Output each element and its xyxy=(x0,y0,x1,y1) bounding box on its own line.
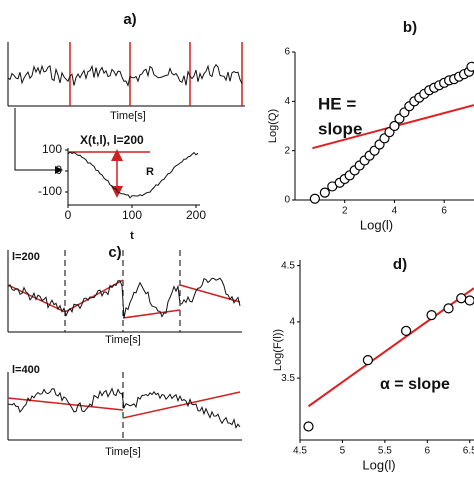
x-tick-label: 5.5 xyxy=(378,446,392,457)
point xyxy=(309,193,320,204)
y-label: Log(F(l)) xyxy=(272,329,284,371)
y-label: Log(Q) xyxy=(267,109,279,143)
x-label: Log(l) xyxy=(362,457,395,472)
signal xyxy=(7,63,243,87)
point xyxy=(362,355,374,366)
y-tick-label: -100 xyxy=(38,184,62,198)
y-tick-label: 4 xyxy=(289,317,295,328)
inset-title: X(t,l), l=200 xyxy=(80,133,144,147)
point xyxy=(426,310,437,321)
point xyxy=(400,325,412,336)
x-label: Time[s] xyxy=(110,110,146,122)
axes xyxy=(7,250,242,441)
x-tick-label: 6.5 xyxy=(463,446,474,457)
signal xyxy=(8,387,241,429)
sub-title: l=400 xyxy=(12,364,40,376)
sub-title: l=200 xyxy=(12,251,40,263)
x-tick-label: 200 xyxy=(186,208,206,222)
point xyxy=(303,421,314,432)
x-tick-label: 0 xyxy=(65,208,72,222)
panel-c: c) l=200 l=400 Time[s] Time[s] xyxy=(7,244,242,458)
annotation: HE = xyxy=(318,94,356,113)
y-tick-label: 100 xyxy=(42,142,62,156)
x-tick-label: 100 xyxy=(122,208,142,222)
y-tick-label: 0 xyxy=(55,163,62,177)
x-tick-label: 6 xyxy=(441,206,447,217)
x-label: Log(l) xyxy=(360,217,393,232)
point xyxy=(443,303,454,314)
panel-label: c) xyxy=(108,244,121,261)
x-label: Time[s] xyxy=(105,334,141,346)
panel-label: d) xyxy=(393,256,407,273)
x-tick-label: 4 xyxy=(392,206,398,217)
point xyxy=(466,61,474,72)
signal xyxy=(7,277,241,319)
point xyxy=(389,120,400,132)
y-tick-label: 3.5 xyxy=(281,373,295,384)
panel-label: a) xyxy=(123,11,136,28)
x-label: Time[s] xyxy=(105,446,141,458)
x-tick-label: 2 xyxy=(342,206,348,217)
x-tick-label: 6 xyxy=(425,446,431,457)
range-label: R xyxy=(146,166,154,178)
y-tick-label: 6 xyxy=(284,47,290,58)
signal xyxy=(67,151,199,199)
window-lines xyxy=(69,42,243,106)
x-tick-label: 4.5 xyxy=(293,446,307,457)
x-tick-label: 5 xyxy=(340,446,346,457)
arrow xyxy=(14,108,63,174)
annotation: slope xyxy=(318,119,362,138)
window-lines xyxy=(64,250,181,440)
panel-label: b) xyxy=(403,19,417,36)
panel-a: a) Time[s] X(t,l), l=200 R t xyxy=(7,11,245,242)
fit-segments xyxy=(7,279,241,419)
y-tick-label: 4.5 xyxy=(281,260,295,271)
y-tick-label: 4 xyxy=(284,96,290,107)
y-tick-label: 0 xyxy=(284,195,290,206)
point xyxy=(456,293,467,304)
point xyxy=(319,187,330,198)
y-tick-label: 2 xyxy=(284,145,290,156)
inset-x-label: t xyxy=(130,230,134,242)
annotation: α = slope xyxy=(380,376,450,393)
point xyxy=(464,295,474,306)
